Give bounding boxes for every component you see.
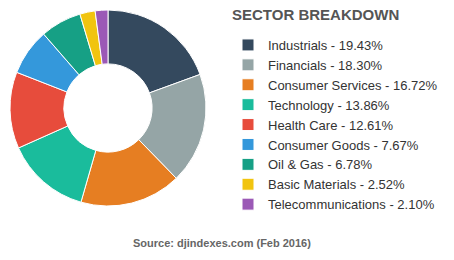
svg-text:Health Care - 12.61%: Health Care - 12.61% [268, 118, 393, 133]
svg-text:Consumer Goods - 7.67%: Consumer Goods - 7.67% [268, 138, 419, 153]
svg-text:Source: djindexes.com (Feb 201: Source: djindexes.com (Feb 2016) [133, 237, 311, 249]
svg-text:Consumer Services - 16.72%: Consumer Services - 16.72% [268, 78, 438, 93]
svg-text:Oil & Gas - 6.78%: Oil & Gas - 6.78% [268, 157, 372, 172]
svg-text:Technology - 13.86%: Technology - 13.86% [268, 98, 390, 113]
svg-text:Financials - 18.30%: Financials - 18.30% [268, 58, 383, 73]
svg-text:Industrials - 19.43%: Industrials - 19.43% [268, 38, 383, 53]
svg-text:Basic Materials - 2.52%: Basic Materials - 2.52% [268, 177, 405, 192]
svg-text:Telecommunications - 2.10%: Telecommunications - 2.10% [268, 197, 435, 212]
svg-text:SECTOR BREAKDOWN: SECTOR BREAKDOWN [232, 6, 399, 23]
